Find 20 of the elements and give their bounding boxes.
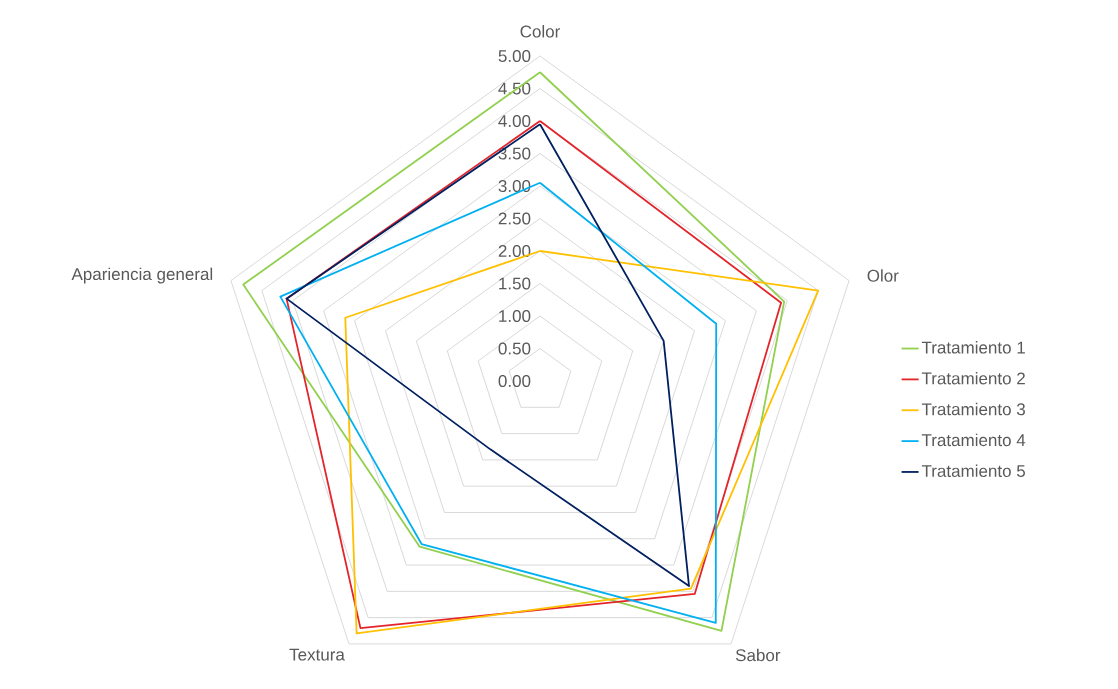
- y-tick-label: 4.00: [498, 114, 531, 128]
- y-tick-label: 5.00: [498, 49, 531, 63]
- y-tick-label: 1.50: [499, 277, 531, 290]
- spoke-label: Textura: [289, 648, 345, 661]
- y-tick-label: 0.50: [498, 342, 531, 355]
- legend-label: Tratamiento 2: [921, 371, 1025, 385]
- spoke-label: Sabor: [735, 648, 781, 662]
- legend-label: Tratamiento 5: [921, 464, 1026, 478]
- legend-label: Tratamiento 3: [921, 402, 1025, 416]
- legend-label: Tratamiento 1: [921, 341, 1025, 354]
- y-tick-label: 3.50: [498, 147, 531, 160]
- y-tick-label: 0.00: [498, 374, 531, 388]
- y-tick-label: 3.00: [498, 179, 531, 193]
- spoke-label: Color: [520, 25, 561, 38]
- spoke-label: Olor: [867, 269, 899, 282]
- y-tick-label: 1.00: [499, 309, 531, 323]
- y-tick-label: 2.50: [498, 212, 531, 225]
- spoke-label: Apariencia general: [71, 267, 213, 284]
- y-tick-label: 2.00: [498, 244, 531, 258]
- legend-label: Tratamiento 4: [921, 433, 1026, 447]
